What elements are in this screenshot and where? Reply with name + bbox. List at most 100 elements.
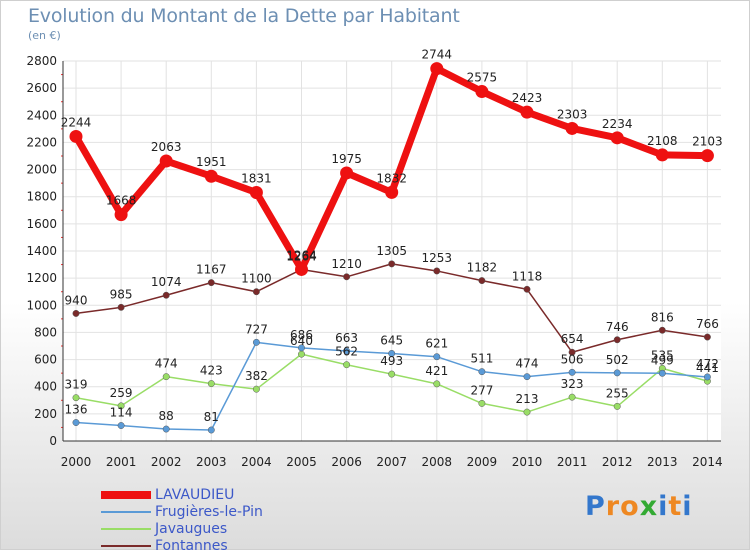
data-label: 2234 bbox=[602, 117, 633, 131]
data-label: 727 bbox=[245, 322, 268, 336]
data-label: 645 bbox=[380, 333, 403, 347]
data-point bbox=[568, 348, 576, 356]
data-label: 2108 bbox=[647, 134, 678, 148]
data-label: 535 bbox=[651, 348, 674, 362]
data-point bbox=[298, 344, 305, 352]
chart-legend: LAVAUDIEU Frugières-le-Pin Javaugues Fontan… bbox=[101, 486, 263, 554]
data-label: 1305 bbox=[376, 244, 407, 258]
data-label: 1264 bbox=[286, 248, 317, 262]
data-label: 88 bbox=[159, 409, 174, 423]
chart-title: Evolution du Montant de la Dette par Hab… bbox=[28, 5, 460, 27]
data-point bbox=[613, 336, 621, 344]
data-point bbox=[523, 285, 531, 293]
data-point bbox=[72, 419, 80, 426]
data-label: 1975 bbox=[331, 152, 362, 166]
data-label: 474 bbox=[155, 357, 178, 371]
data-label: 1100 bbox=[241, 272, 272, 286]
data-point bbox=[69, 129, 83, 143]
data-label: 2244 bbox=[61, 115, 92, 129]
x-tick-label: 2002 bbox=[151, 455, 182, 469]
y-tick-label: 600 bbox=[34, 353, 57, 367]
data-point bbox=[658, 369, 666, 377]
data-point bbox=[72, 394, 80, 402]
data-label: 423 bbox=[200, 364, 223, 378]
data-label: 1253 bbox=[422, 251, 453, 265]
data-point bbox=[114, 208, 128, 222]
data-label: 985 bbox=[110, 287, 133, 301]
data-label: 136 bbox=[65, 403, 88, 417]
data-label: 621 bbox=[425, 337, 448, 351]
x-tick-label: 2008 bbox=[422, 455, 453, 469]
data-point bbox=[385, 185, 399, 199]
legend-item: Fontannes bbox=[101, 537, 263, 554]
data-label: 277 bbox=[470, 383, 493, 397]
data-label: 493 bbox=[380, 354, 403, 368]
data-point bbox=[343, 347, 351, 355]
data-label: 2744 bbox=[422, 48, 453, 62]
y-tick-label: 2800 bbox=[26, 54, 57, 68]
logo-letter: P bbox=[585, 491, 606, 522]
logo-letter: t bbox=[668, 491, 683, 522]
data-label: 1118 bbox=[512, 269, 543, 283]
data-label: 511 bbox=[470, 352, 493, 366]
y-tick-label: 2200 bbox=[26, 135, 57, 149]
y-tick-label: 1200 bbox=[26, 271, 57, 285]
data-point bbox=[207, 426, 215, 434]
data-label: 686 bbox=[290, 328, 313, 342]
data-point bbox=[388, 370, 396, 378]
data-label: 259 bbox=[110, 386, 133, 400]
data-point bbox=[568, 368, 576, 376]
data-label: 2303 bbox=[557, 107, 588, 121]
data-point bbox=[430, 62, 444, 76]
data-point bbox=[610, 131, 624, 145]
y-tick-label: 2600 bbox=[26, 81, 57, 95]
data-point bbox=[565, 121, 579, 135]
legend-swatch bbox=[101, 490, 151, 499]
data-label: 1832 bbox=[376, 171, 407, 185]
data-point bbox=[162, 291, 170, 299]
legend-item: LAVAUDIEU bbox=[101, 486, 263, 503]
data-label: 663 bbox=[335, 331, 358, 345]
legend-swatch bbox=[101, 510, 151, 513]
x-tick-label: 2009 bbox=[467, 455, 498, 469]
y-tick-label: 2000 bbox=[26, 163, 57, 177]
data-point bbox=[703, 373, 711, 381]
data-label: 255 bbox=[606, 386, 629, 400]
x-tick-label: 2001 bbox=[106, 455, 137, 469]
data-point bbox=[249, 186, 263, 200]
data-label: 319 bbox=[65, 378, 88, 392]
data-point bbox=[433, 267, 441, 275]
y-tick-label: 1400 bbox=[26, 244, 57, 258]
data-label: 441 bbox=[696, 361, 719, 375]
data-label: 506 bbox=[561, 352, 584, 366]
data-point bbox=[433, 380, 441, 388]
data-point bbox=[388, 260, 396, 268]
data-label: 1167 bbox=[196, 263, 227, 277]
data-point bbox=[703, 333, 711, 341]
chart-subtitle: (en €) bbox=[28, 29, 61, 42]
data-label: 1210 bbox=[331, 257, 362, 271]
proxiti-logo: Proxiti bbox=[585, 491, 693, 522]
data-label: 1182 bbox=[467, 261, 498, 275]
data-label: 2423 bbox=[512, 91, 543, 105]
data-label: 382 bbox=[245, 369, 268, 383]
data-label: 562 bbox=[335, 345, 358, 359]
data-point bbox=[700, 149, 714, 163]
x-tick-label: 2004 bbox=[241, 455, 272, 469]
data-label: 766 bbox=[696, 317, 719, 331]
logo-letter: o bbox=[620, 491, 640, 522]
data-label: 1264 bbox=[286, 249, 317, 263]
data-point bbox=[478, 368, 486, 376]
data-label: 654 bbox=[561, 332, 584, 346]
data-point bbox=[613, 402, 621, 410]
logo-letter: r bbox=[605, 491, 621, 522]
data-label: 1668 bbox=[106, 194, 137, 208]
legend-label: Javaugues bbox=[155, 520, 228, 537]
y-tick-label: 2400 bbox=[26, 108, 57, 122]
data-label: 474 bbox=[516, 357, 539, 371]
data-label: 472 bbox=[696, 357, 719, 371]
data-label: 421 bbox=[425, 364, 448, 378]
y-tick-label: 200 bbox=[34, 407, 57, 421]
legend-swatch bbox=[101, 544, 151, 547]
